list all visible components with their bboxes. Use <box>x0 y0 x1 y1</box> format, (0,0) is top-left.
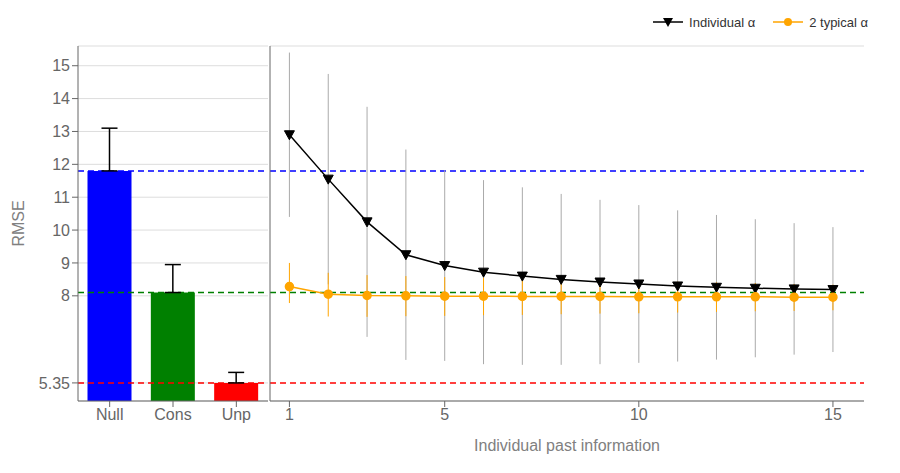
svg-text:13: 13 <box>52 123 70 140</box>
svg-text:9: 9 <box>61 255 70 272</box>
svg-text:15: 15 <box>824 406 842 423</box>
svg-text:Individual past information: Individual past information <box>474 437 660 454</box>
svg-text:8: 8 <box>61 287 70 304</box>
svg-text:10: 10 <box>630 406 648 423</box>
html-text:2 typical α: 2 typical α <box>809 14 868 30</box>
svg-text:14: 14 <box>52 90 70 107</box>
svg-text:5.35: 5.35 <box>39 375 70 392</box>
svg-text:12: 12 <box>52 156 70 173</box>
svg-text:RMSE: RMSE <box>10 200 27 246</box>
svg-text:Cons: Cons <box>154 406 191 423</box>
svg-text:Null: Null <box>96 406 124 423</box>
svg-text:15: 15 <box>52 57 70 74</box>
html-text:Individual α: Individual α <box>689 14 756 30</box>
svg-text:Unp: Unp <box>222 406 251 423</box>
svg-text:10: 10 <box>52 222 70 239</box>
svg-text:11: 11 <box>53 189 70 206</box>
svg-text:5: 5 <box>440 406 449 423</box>
svg-text:1: 1 <box>285 406 294 423</box>
